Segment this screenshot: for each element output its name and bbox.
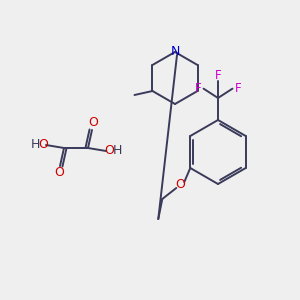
Text: O: O	[38, 139, 48, 152]
Text: O: O	[175, 178, 185, 191]
Text: N: N	[170, 45, 180, 58]
Text: F: F	[235, 82, 241, 95]
Text: H: H	[112, 145, 122, 158]
Text: F: F	[215, 69, 221, 82]
Text: H: H	[30, 139, 40, 152]
Text: O: O	[104, 145, 114, 158]
Text: O: O	[88, 116, 98, 130]
Text: O: O	[54, 167, 64, 179]
Text: F: F	[195, 82, 201, 95]
